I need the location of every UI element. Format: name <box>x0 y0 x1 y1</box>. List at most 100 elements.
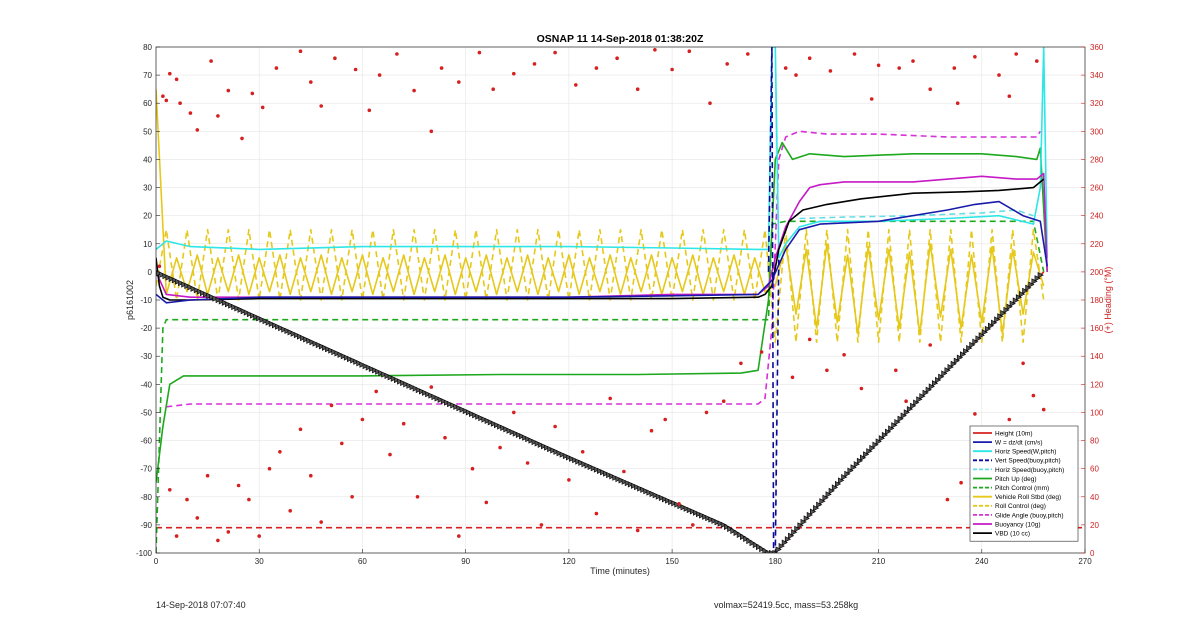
dive-marker <box>903 409 910 416</box>
dive-marker <box>365 364 372 371</box>
y-tick-label: 50 <box>143 127 152 136</box>
dive-marker <box>309 339 316 346</box>
dive-marker <box>935 376 942 384</box>
heading-point <box>687 49 692 53</box>
heading-point <box>649 428 654 433</box>
dive-marker <box>612 474 619 481</box>
dive-marker <box>456 405 463 412</box>
dive-marker <box>253 313 260 320</box>
heading-point <box>825 368 829 373</box>
heading-point <box>247 497 251 502</box>
y2-tick-label: 340 <box>1090 71 1104 80</box>
dive-marker <box>900 412 907 419</box>
dive-marker <box>813 505 820 512</box>
dive-marker <box>1031 278 1038 285</box>
y2-axis-label: (+) Heading (°M) <box>1103 267 1113 334</box>
dive-marker <box>462 407 469 415</box>
dive-marker <box>762 547 769 553</box>
dive-marker <box>325 346 332 353</box>
y2-tick-label: 20 <box>1090 521 1099 530</box>
dive-marker <box>475 413 482 420</box>
heading-point <box>195 128 200 132</box>
heading-point <box>429 385 434 389</box>
y2-tick-label: 180 <box>1090 296 1104 305</box>
y2-tick-label: 80 <box>1090 437 1099 446</box>
heading-point <box>1014 52 1018 56</box>
heading-point <box>759 350 764 354</box>
dive-marker <box>296 333 304 340</box>
x-tick-label: 150 <box>665 557 679 566</box>
y2-tick-label: 200 <box>1090 268 1104 277</box>
dive-marker <box>932 380 939 387</box>
dive-marker <box>875 438 882 445</box>
y-axis-label: p6161002 <box>125 280 135 320</box>
heading-point <box>746 52 750 56</box>
dive-marker <box>403 381 410 388</box>
legend-box <box>969 425 1079 542</box>
legend-label: Roll Control (deg) <box>995 503 1046 510</box>
dive-marker <box>381 371 388 378</box>
dive-marker <box>975 335 982 342</box>
heading-point <box>783 66 788 70</box>
dive-marker <box>938 373 945 380</box>
y2-tick-label: 140 <box>1090 352 1104 361</box>
heading-point <box>367 108 372 113</box>
dive-marker <box>221 299 229 306</box>
dive-marker <box>178 280 185 287</box>
heading-point <box>580 450 585 454</box>
heading-point <box>168 71 172 76</box>
heading-point <box>928 87 932 91</box>
y-tick-label: 70 <box>143 71 152 80</box>
dive-marker <box>733 529 740 536</box>
dive-marker <box>646 489 653 496</box>
x-tick-label: 60 <box>358 557 367 566</box>
dive-marker <box>350 357 357 364</box>
dive-marker <box>418 388 426 395</box>
heading-point <box>340 441 344 446</box>
heading-point <box>677 502 681 506</box>
dive-marker <box>187 284 194 291</box>
heading-point <box>594 511 599 516</box>
heading-point <box>663 417 667 422</box>
heading-point <box>439 66 444 70</box>
heading-point <box>807 337 812 342</box>
dive-marker <box>553 448 560 455</box>
dive-marker <box>803 515 810 522</box>
dive-marker <box>537 441 544 448</box>
heading-point <box>691 523 695 527</box>
dive-marker <box>459 406 466 413</box>
dive-marker <box>450 402 457 409</box>
dive-marker <box>822 494 829 501</box>
dive-marker <box>168 275 175 282</box>
heading-point <box>443 435 447 440</box>
heading-point <box>512 410 516 415</box>
dive-marker <box>390 375 397 382</box>
dive-marker <box>705 515 712 522</box>
timestamp: 14-Sep-2018 07:07:40 <box>156 600 246 610</box>
dive-marker <box>953 357 960 364</box>
heading-point <box>216 538 220 543</box>
legend-label: Horiz Speed(W,pitch) <box>995 449 1056 456</box>
x-tick-label: 210 <box>872 557 886 566</box>
heading-point <box>209 59 213 63</box>
heading-point <box>174 534 179 538</box>
dive-marker <box>199 289 207 297</box>
series-line <box>156 89 1045 335</box>
y-tick-label: -20 <box>140 324 152 333</box>
dive-marker <box>634 484 641 491</box>
dive-marker <box>819 498 826 505</box>
heading-point <box>333 56 337 60</box>
grid <box>155 46 1086 554</box>
heading-point <box>876 63 881 68</box>
dive-marker <box>878 435 885 442</box>
dive-marker <box>522 434 529 441</box>
dive-marker <box>472 412 479 419</box>
dive-marker <box>736 531 743 538</box>
dive-marker <box>275 323 282 330</box>
dive-marker <box>484 417 491 424</box>
y-tick-label: -90 <box>140 521 152 530</box>
dive-marker <box>562 452 570 460</box>
y-tick-label: 80 <box>143 43 152 52</box>
heading-point <box>894 368 898 373</box>
